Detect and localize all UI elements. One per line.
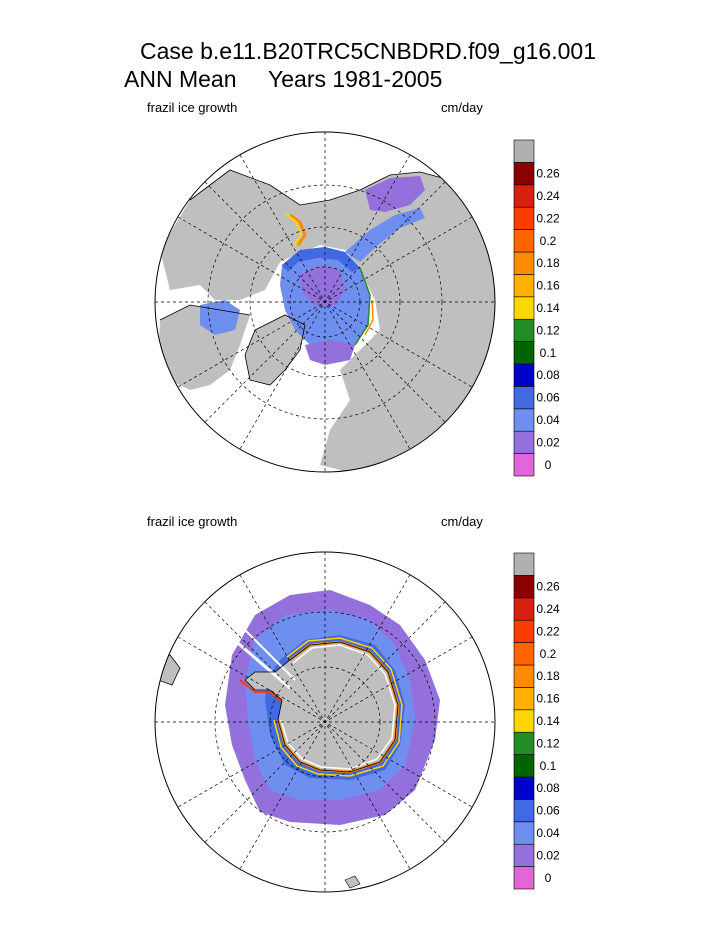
south-land-island	[344, 875, 361, 889]
north-colorbar-tick-label: 0.24	[536, 189, 560, 203]
figure-title-line-1: Case b.e11.B20TRC5CNBDRD.f09_g16.001	[140, 38, 596, 64]
south-colorbar-tick-label: 0.14	[536, 714, 560, 728]
south-colorbar-box-5	[513, 754, 535, 778]
north-colorbar-box-9	[513, 251, 535, 275]
south-polar-map	[154, 551, 496, 893]
north-colorbar-box-3	[513, 386, 535, 410]
north-colorbar-tick-label: 0.16	[536, 279, 560, 293]
south-colorbar-box-0	[513, 866, 535, 890]
south-colorbar-box-4	[513, 776, 535, 800]
south-graticule	[155, 552, 495, 892]
south-colorbar-tick-label: 0.18	[536, 669, 560, 683]
south-colorbar-box-3	[513, 799, 535, 823]
north-colorbar-tick-label: 0	[545, 458, 552, 472]
north-coastlines	[159, 169, 451, 386]
south-variable-label: frazil ice growth	[147, 514, 238, 529]
north-graticule	[155, 132, 495, 472]
south-colorbar-box-9	[513, 664, 535, 688]
north-colorbar-box-10	[513, 229, 535, 253]
south-colorbar-box-13	[513, 575, 535, 599]
south-colorbar-box-7	[513, 709, 535, 733]
south-colorbar-tick-label: 0.02	[536, 848, 560, 862]
south-colorbar-tick-label: 0.1	[540, 759, 557, 773]
north-coast-orange	[364, 299, 374, 336]
north-colorbar-box-6	[513, 318, 535, 342]
south-colorbar-tick-label: 0	[545, 871, 552, 885]
south-land-antarctica	[245, 642, 398, 772]
south-units-label: cm/day	[441, 514, 483, 529]
south-colorbar-tick-label: 0.26	[536, 580, 560, 594]
north-variable-label: frazil ice growth	[147, 100, 238, 115]
north-nordic-yellow-edge	[285, 213, 303, 247]
south-colorbar-tick-label: 0.08	[536, 781, 560, 795]
south-colorbar-tick-label: 0.24	[536, 602, 560, 616]
north-colorbar-tick-label: 0.2	[540, 234, 557, 248]
north-colorbar-box-4	[513, 363, 535, 387]
north-colorbar-tick-label: 0.14	[536, 301, 560, 315]
north-colorbar-box-1	[513, 430, 535, 454]
south-colorbar-box-2	[513, 821, 535, 845]
north-colorbar-box-7	[513, 296, 535, 320]
figure-title-line-2: ANN Mean Years 1981-2005	[124, 66, 443, 92]
south-colorbar-box-14	[513, 552, 535, 576]
north-colorbar-box-13	[513, 162, 535, 186]
south-coastal-white-rim	[280, 644, 396, 770]
north-polar-map	[154, 131, 496, 473]
south-coastal-yellow-rim	[273, 637, 403, 777]
south-colorbar-tick-label: 0.04	[536, 826, 560, 840]
north-nordic-hot-edge	[289, 213, 307, 246]
south-missing-data-streak	[231, 636, 291, 690]
north-colorbar-box-5	[513, 341, 535, 365]
south-colorbar-box-12	[513, 597, 535, 621]
north-colorbar-tick-label: 0.08	[536, 368, 560, 382]
south-colorbar-tick-label: 0.06	[536, 804, 560, 818]
north-colorbar-box-8	[513, 274, 535, 298]
north-colorbar-tick-label: 0.18	[536, 256, 560, 270]
south-colorbar-tick-label: 0.2	[540, 647, 557, 661]
north-colorbar-tick-label: 0.02	[536, 435, 560, 449]
south-colorbar-box-1	[513, 843, 535, 867]
north-units-label: cm/day	[441, 100, 483, 115]
north-colorbar-box-14	[513, 139, 535, 163]
north-labrador-field	[305, 340, 355, 365]
north-hudson-field	[200, 300, 240, 335]
south-colorbar-box-8	[513, 687, 535, 711]
north-colorbar-box-0	[513, 453, 535, 477]
north-land-eurasia	[160, 170, 495, 472]
south-colorbar-box-6	[513, 731, 535, 755]
north-colorbar-tick-label: 0.1	[540, 346, 557, 360]
south-colorbar-box-11	[513, 619, 535, 643]
north-coast-green	[354, 267, 371, 346]
north-land-greenland	[245, 315, 305, 385]
north-colorbar-tick-label: 0.12	[536, 323, 560, 337]
south-colorbar-tick-label: 0.22	[536, 624, 560, 638]
north-colorbar-tick-label: 0.26	[536, 167, 560, 181]
south-colorbar-tick-label: 0.16	[536, 692, 560, 706]
north-arctic-inner-field	[300, 265, 345, 305]
north-colorbar-tick-label: 0.22	[536, 211, 560, 225]
north-arctic-edge-field	[282, 247, 360, 272]
south-colorbar: 0 0.02 0.04 0.06 0.08 0.1 0.12 0.14 0.16 0.18 0.2 0…	[513, 552, 560, 890]
north-barents-field	[345, 208, 425, 262]
south-map-border	[154, 551, 496, 893]
south-colorbar-tick-label: 0.12	[536, 736, 560, 750]
north-colorbar-box-12	[513, 184, 535, 208]
south-colorbar-box-10	[513, 642, 535, 666]
north-bering-field	[365, 176, 425, 212]
north-colorbar-tick-label: 0.04	[536, 413, 560, 427]
north-colorbar: 0 0.02 0.04 0.06 0.08 0.1 0.12 0.14 0.16 0.18 0.2 0…	[513, 139, 560, 477]
north-colorbar-box-11	[513, 206, 535, 230]
north-colorbar-tick-label: 0.06	[536, 391, 560, 405]
north-map-border	[154, 131, 496, 473]
north-colorbar-box-2	[513, 408, 535, 432]
